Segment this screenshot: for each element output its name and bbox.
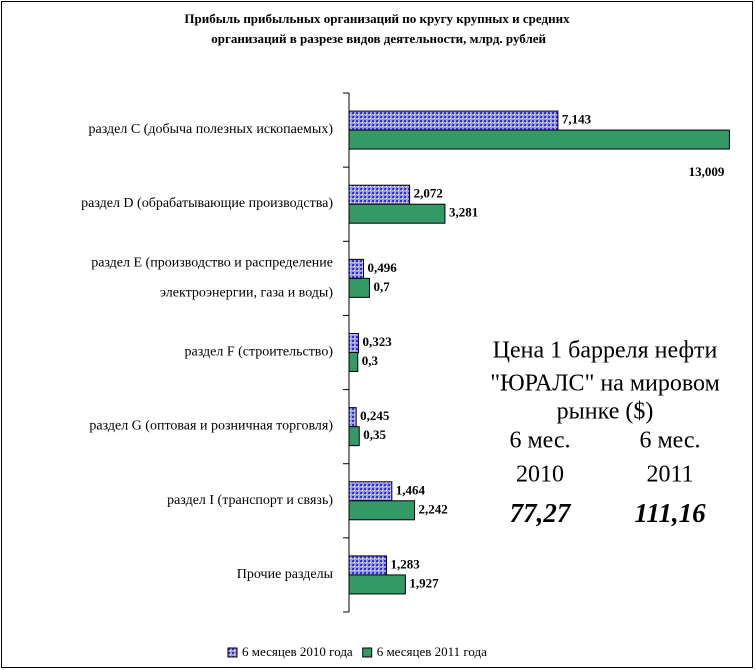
bar [348,110,559,131]
bar [348,481,393,502]
value-label: 1,464 [396,482,426,497]
legend-swatch [362,647,373,658]
bar [348,555,388,576]
bar [348,500,416,521]
category-label: раздел E (производство и распределение э… [91,256,333,301]
value-label: 2,072 [414,186,443,201]
category-label: раздел G (оптовая и розничная торговля) [89,419,333,434]
value-label: 0,496 [368,260,398,275]
value-label: 1,927 [409,575,439,590]
category-label: раздел I (транспорт и связь) [167,493,333,508]
annotation: 111,16 [634,498,706,528]
category-label: раздел D (обрабатывающие производства) [81,196,333,211]
legend-label: 6 месяцев 2011 года [377,644,487,659]
bar [348,333,359,353]
bar [348,407,357,428]
legend-label: 6 месяцев 2010 года [242,644,353,659]
legend-swatch [227,647,238,658]
annotation: "ЮРАЛС" на мировом [490,371,720,397]
annotation: 2010 [516,462,564,488]
value-label: 13,009 [689,164,725,179]
value-label: 1,283 [391,556,421,571]
bar [348,258,365,279]
value-label: 0,323 [362,334,392,349]
value-label: 0,3 [362,353,379,368]
bar [348,574,406,595]
category-label: раздел C (добыча полезных ископаемых) [89,122,334,137]
annotation: 6 мес. [509,428,570,454]
annotation: 2011 [646,462,693,488]
bar [348,352,359,372]
category-label: раздел F (строительство) [185,345,334,360]
value-label: 0,245 [360,408,390,423]
value-label: 3,281 [449,205,478,220]
value-label: 2,242 [419,501,448,516]
value-label: 0,35 [363,427,386,442]
bar [348,426,360,447]
annotation: 77,27 [510,498,572,528]
bar [348,129,730,150]
chart-title: Прибыль прибыльных организаций по кругу … [184,11,570,46]
bar [348,277,370,298]
value-label: 7,143 [562,112,592,127]
annotation: рынке ($) [557,399,654,425]
category-label: Прочие разделы [237,567,334,582]
bar [348,184,411,205]
value-label: 0,7 [373,279,390,294]
bar [348,203,446,224]
annotation: 6 мес. [639,428,700,454]
annotation: Цена 1 барреля нефти [493,338,718,364]
